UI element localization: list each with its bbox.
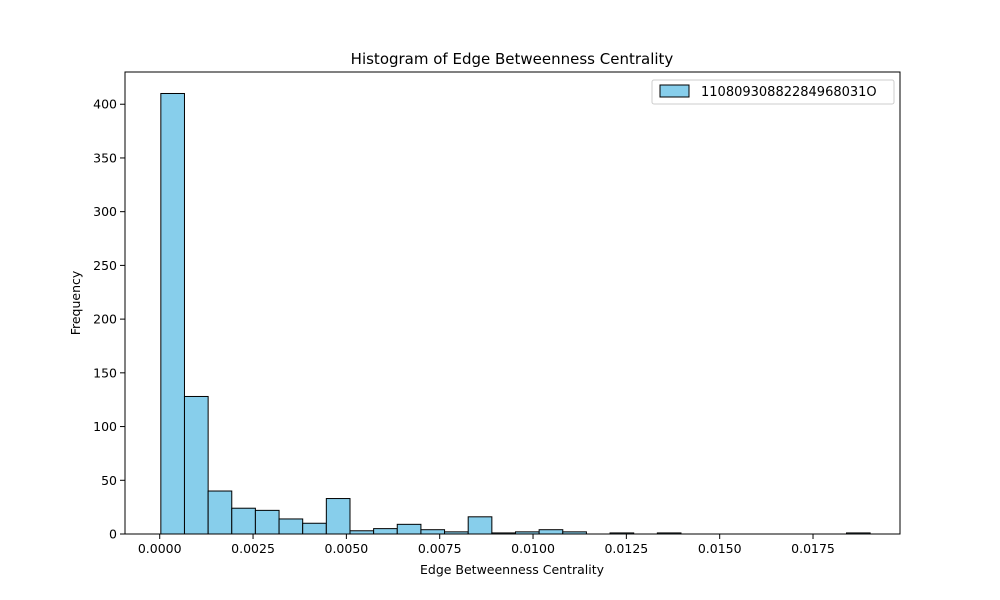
- histogram-bar: [207, 490, 233, 535]
- legend: 11080930882284968031O: [651, 79, 895, 105]
- histogram-bar: [278, 518, 304, 535]
- y-tick-label: 0: [109, 527, 117, 542]
- plot-frame: [124, 71, 901, 535]
- chart-title: Histogram of Edge Betweenness Centrality: [351, 50, 674, 68]
- histogram-bar: [254, 509, 280, 535]
- histogram-bar: [160, 92, 185, 535]
- legend-label: 11080930882284968031O: [701, 85, 877, 100]
- y-axis: 0 50 100 150 200 250 300 350 400: [93, 97, 125, 542]
- legend-swatch: [659, 84, 690, 98]
- histogram-bar: [396, 523, 422, 535]
- y-tick-label: 300: [93, 204, 117, 219]
- x-tick-label: 0.0125: [604, 541, 648, 556]
- y-tick-label: 50: [101, 473, 117, 488]
- x-tick-label: 0.0175: [791, 541, 835, 556]
- x-tick-label: 0.0100: [511, 541, 555, 556]
- x-tick-label: 0.0050: [325, 541, 369, 556]
- y-tick-label: 250: [93, 258, 117, 273]
- y-tick-label: 350: [93, 150, 117, 165]
- y-tick-label: 200: [93, 312, 117, 327]
- y-axis-label: Frequency: [68, 270, 83, 335]
- x-axis-label: Edge Betweenness Centrality: [420, 562, 605, 577]
- histogram-bar: [325, 498, 351, 535]
- histogram-bar: [183, 395, 209, 535]
- histogram-bar: [231, 507, 256, 535]
- x-tick-label: 0.0000: [138, 541, 182, 556]
- histogram-bar: [302, 522, 327, 535]
- x-tick-label: 0.0075: [418, 541, 462, 556]
- y-tick-label: 150: [93, 365, 117, 380]
- y-tick-label: 400: [93, 97, 117, 112]
- y-tick-label: 100: [93, 419, 117, 434]
- histogram-bar: [373, 528, 398, 535]
- histogram-bar: [467, 516, 493, 535]
- histogram-bar: [538, 529, 564, 535]
- histogram-bar: [420, 529, 446, 535]
- bars-group: [160, 92, 871, 535]
- x-tick-label: 0.0025: [231, 541, 275, 556]
- legend-frame: [651, 79, 895, 105]
- x-axis: 0.0000 0.0025 0.0050 0.0075 0.0100 0.0125 0.01…: [138, 534, 835, 556]
- x-tick-label: 0.0150: [698, 541, 742, 556]
